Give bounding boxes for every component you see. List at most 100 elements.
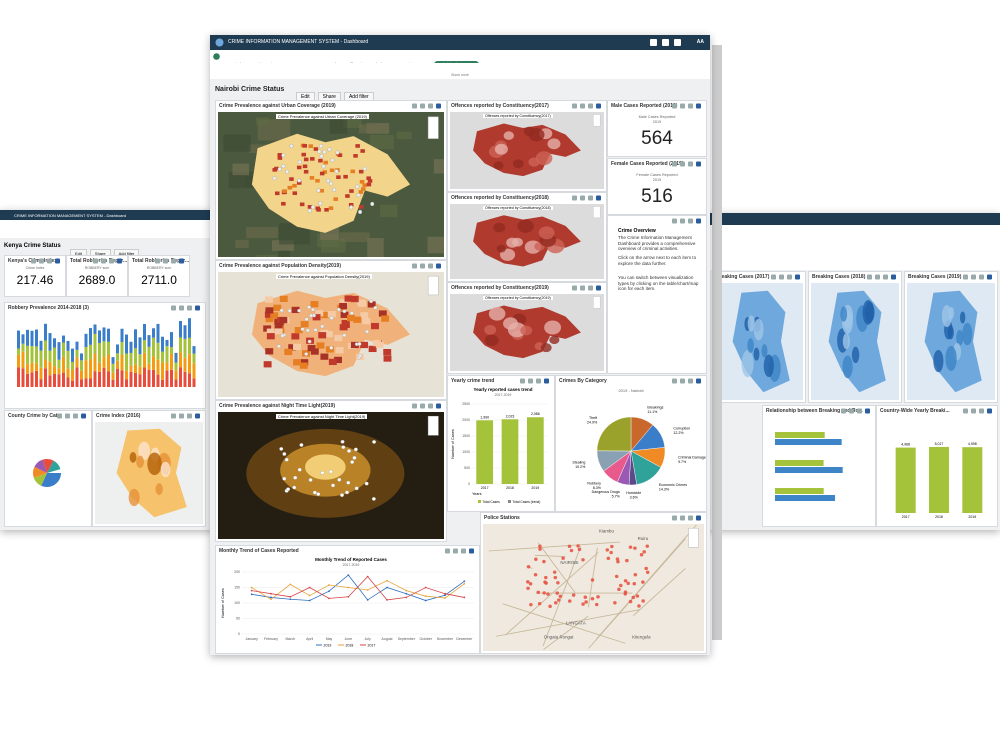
- station: [533, 573, 538, 577]
- stack-segment: [125, 379, 128, 387]
- stack-segment: [75, 349, 79, 358]
- urban-cell: [299, 202, 305, 207]
- incident: [354, 486, 359, 491]
- incident: [340, 493, 345, 497]
- stack-segment: [39, 350, 43, 368]
- station: [590, 578, 595, 582]
- panel: Female Cases Reported (2019) Female Cases…: [607, 158, 707, 215]
- place-label: Kiambu: [599, 529, 615, 534]
- density-cell: [265, 315, 274, 323]
- incident: [297, 159, 302, 165]
- view-icon: [412, 403, 417, 409]
- add-button: [213, 53, 220, 60]
- terrain: [321, 238, 346, 253]
- density-cell: [334, 356, 342, 364]
- zoom-control: [427, 415, 439, 436]
- county: [147, 452, 162, 476]
- app-header: CRIME INFORMATION MANAGEMENT SYSTEM - Da…: [0, 210, 215, 220]
- stack-segment: [48, 350, 52, 362]
- graphic: [672, 161, 701, 167]
- district: [503, 317, 519, 330]
- x-tick-label: January: [245, 637, 258, 641]
- density-cell: [372, 339, 381, 347]
- stack-segment: [165, 370, 169, 387]
- graphic: [412, 263, 441, 269]
- stack-segment: [134, 329, 137, 349]
- station: [626, 581, 630, 586]
- panel-title: Robbery Prevalence 2014-2018 (3): [8, 305, 89, 311]
- hbar: [775, 467, 843, 473]
- stack-segment: [26, 329, 29, 346]
- stack-segment: [98, 362, 101, 372]
- district: [544, 320, 562, 335]
- y-tick-label: 0: [468, 482, 470, 486]
- station: [596, 595, 600, 599]
- station: [583, 595, 588, 599]
- view-icon: [469, 548, 474, 554]
- line-point: [289, 595, 292, 598]
- station: [632, 582, 637, 586]
- graphic: [218, 112, 444, 257]
- hbar: [775, 460, 824, 466]
- view-icon: [436, 403, 441, 409]
- view-icon: [179, 305, 184, 311]
- view-icon: [688, 103, 693, 109]
- graphic: [572, 195, 601, 201]
- header-icon: [674, 39, 681, 46]
- county: [741, 350, 754, 378]
- urban-cell: [302, 164, 308, 169]
- stack-segment: [120, 354, 124, 371]
- stack-segment: [66, 368, 70, 378]
- urban-cell: [348, 203, 354, 207]
- terrain: [278, 250, 290, 257]
- kpi-label: ROBBERY sum: [84, 266, 110, 270]
- stack-segment: [102, 367, 106, 387]
- line-point: [424, 595, 427, 598]
- stack-segment: [192, 353, 196, 364]
- stack-segment: [26, 364, 29, 374]
- incident: [346, 480, 351, 485]
- line-point: [386, 599, 388, 601]
- terrain: [271, 240, 294, 251]
- y-axis-label: Number of Cases: [221, 588, 225, 618]
- stack-segment: [152, 369, 155, 387]
- panel-title: Breaking Cases (2017): [716, 274, 770, 280]
- stack-segment: [62, 372, 65, 387]
- line-series: [251, 574, 465, 601]
- view-icon: [39, 258, 44, 264]
- incident: [342, 309, 347, 314]
- graphic: [445, 548, 474, 554]
- incident: [370, 201, 375, 207]
- stack-segment: [71, 348, 74, 362]
- stack-segment: [192, 363, 196, 379]
- slice-label: Dangerous Drugs: [592, 490, 620, 494]
- zoom-control: [593, 206, 601, 218]
- density-cell: [318, 332, 327, 339]
- avatar: AA: [696, 39, 704, 45]
- density-cell: [266, 328, 275, 335]
- density-cell: [367, 301, 376, 308]
- stack-segment: [116, 368, 119, 387]
- district: [512, 237, 523, 247]
- density-cell: [378, 310, 387, 317]
- stack-segment: [84, 378, 88, 387]
- density-cell: [284, 348, 293, 356]
- incident: [345, 490, 350, 495]
- stack-segment: [57, 359, 61, 369]
- station: [605, 548, 610, 552]
- value-label: 2,023: [506, 414, 515, 418]
- urban-cell: [296, 181, 302, 185]
- station: [594, 602, 599, 607]
- stack-segment: [80, 379, 83, 387]
- density-cell: [371, 322, 379, 330]
- dashboard-title: Nairobi Crime Status: [215, 86, 285, 93]
- terrain: [228, 171, 256, 189]
- kpi-label: Male Cases Reported: [638, 115, 676, 119]
- show-more[interactable]: Show more: [210, 73, 710, 79]
- terrain: [427, 236, 444, 254]
- incident: [347, 449, 352, 453]
- station: [537, 601, 542, 606]
- density-cell: [274, 328, 283, 335]
- district: [488, 306, 506, 321]
